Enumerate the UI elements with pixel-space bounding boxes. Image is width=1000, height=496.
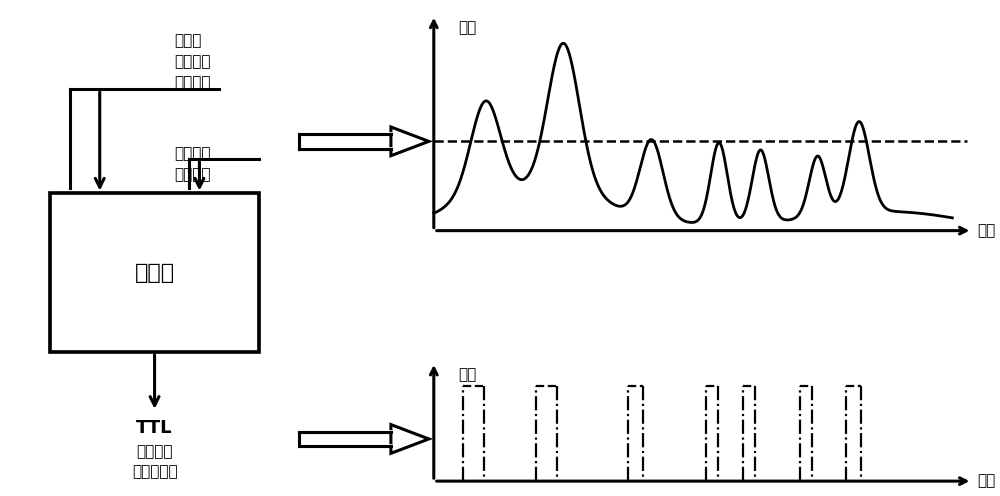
Text: （点划线）: （点划线） [132, 464, 177, 479]
Text: 脉冲信号: 脉冲信号 [136, 444, 173, 459]
Text: TTL: TTL [136, 419, 173, 437]
Text: 比较器: 比较器 [135, 263, 175, 283]
Text: 时间: 时间 [977, 223, 996, 238]
Polygon shape [391, 425, 429, 453]
Bar [50, 193, 259, 352]
Text: 甄别阈值
（虚线）: 甄别阈值 （虚线） [175, 146, 211, 182]
Text: 时间: 时间 [977, 474, 996, 489]
Text: 电压: 电压 [459, 20, 477, 35]
Bar [299, 134, 391, 149]
Bar [299, 432, 391, 446]
Text: 探测器
脉冲信号
（实现）: 探测器 脉冲信号 （实现） [175, 34, 211, 90]
Text: 电压: 电压 [459, 367, 477, 382]
Polygon shape [391, 127, 429, 156]
